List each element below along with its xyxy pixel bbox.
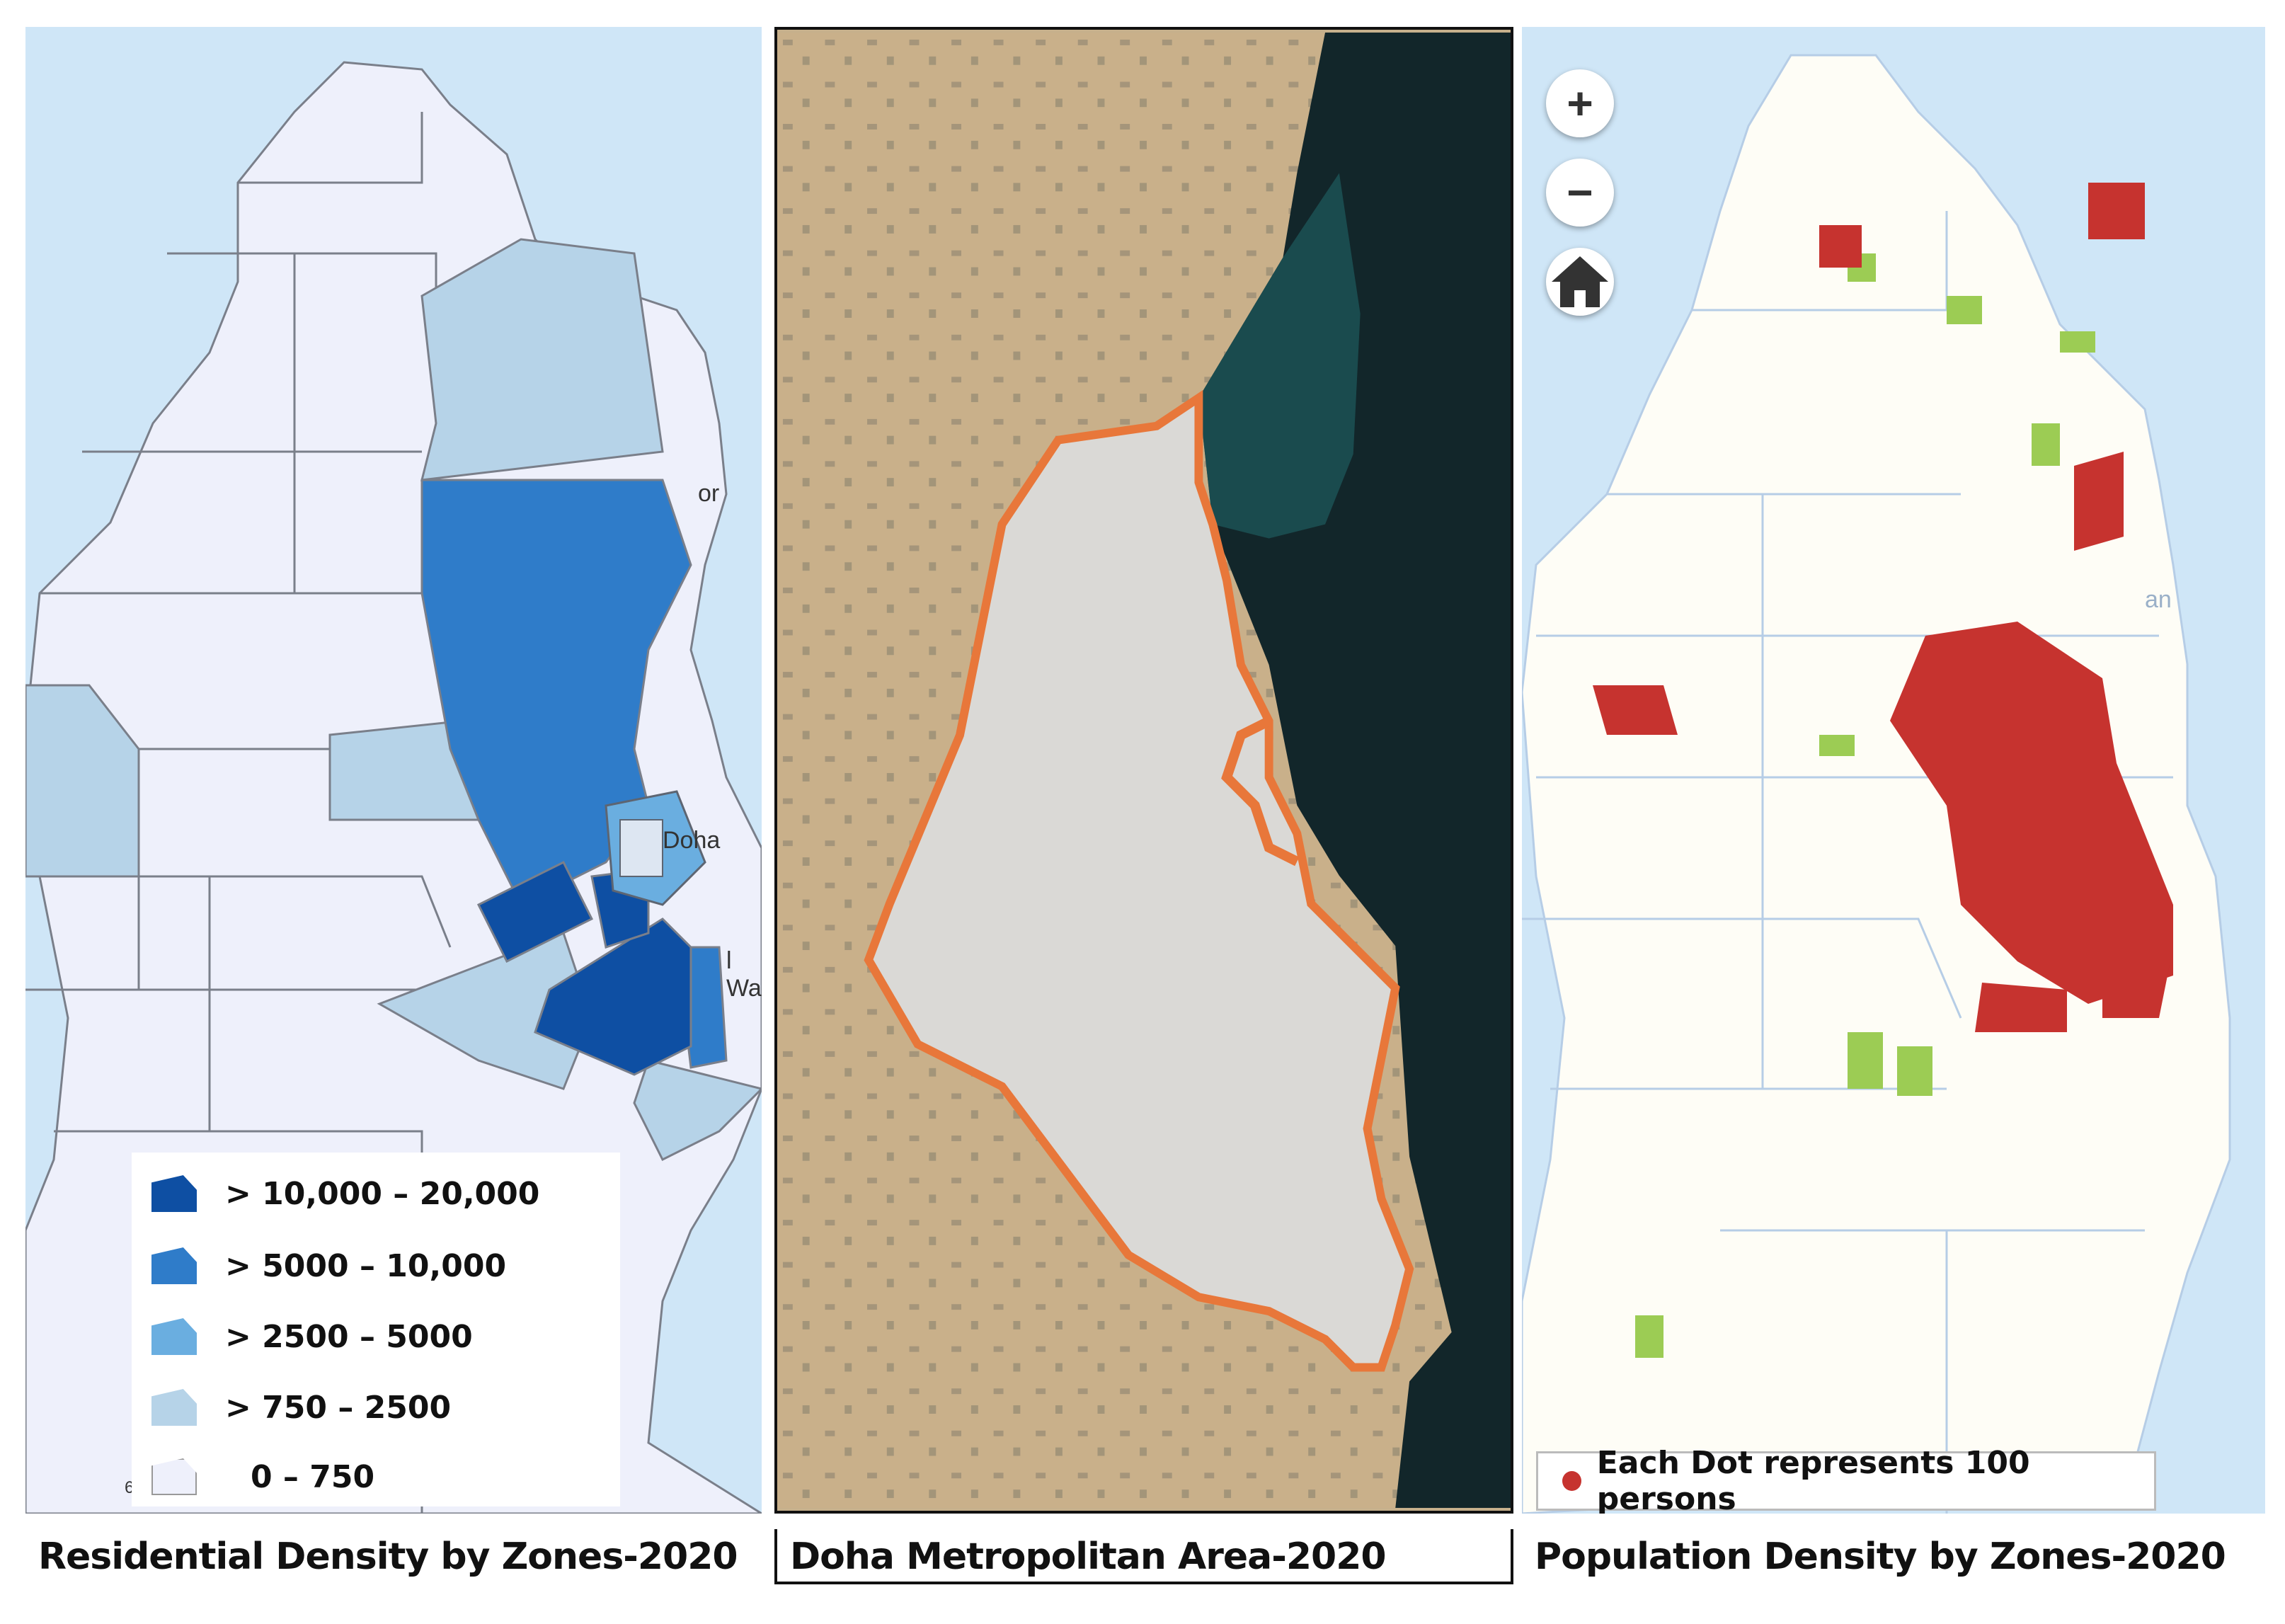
population-map-svg bbox=[1522, 54, 2231, 1514]
legend-swatch-3 bbox=[151, 1318, 197, 1355]
zone-boundaries-right bbox=[1522, 211, 2173, 1514]
zone-750-2500-north bbox=[420, 238, 664, 481]
legend-swatch-1 bbox=[151, 1175, 197, 1212]
legend-row-1: > 10,000 – 20,000 bbox=[151, 1165, 539, 1222]
legend-label-5: 0 – 750 bbox=[251, 1458, 375, 1495]
legend-row-3: > 2500 – 5000 bbox=[151, 1308, 473, 1365]
residential-density-map-svg bbox=[25, 61, 762, 1514]
home-icon bbox=[1552, 256, 1608, 307]
zoom-in-button[interactable]: + bbox=[1546, 69, 1614, 137]
legend-swatch-5 bbox=[151, 1458, 197, 1495]
label-doha: Doha bbox=[663, 827, 721, 854]
legend-label-4: > 750 – 2500 bbox=[225, 1389, 452, 1426]
metro-coastline bbox=[1221, 716, 1300, 867]
population-dots-dense bbox=[1593, 183, 2173, 1032]
doha-metro-satellite-map bbox=[774, 27, 1513, 1514]
satellite-map-svg bbox=[777, 33, 1511, 1508]
zone-city-grid bbox=[619, 819, 663, 877]
shallow-water bbox=[1198, 173, 1361, 539]
metro-area bbox=[864, 389, 1414, 1372]
zoom-out-button[interactable]: − bbox=[1546, 159, 1614, 227]
zone-10000-20000-a bbox=[476, 860, 594, 963]
caption-residential-density: Residential Density by Zones-2020 bbox=[25, 1529, 762, 1584]
label-wakra: l Wa bbox=[726, 947, 762, 1002]
dot-legend-label: Each Dot represents 100 persons bbox=[1596, 1445, 2030, 1514]
legend-label-3: > 2500 – 5000 bbox=[225, 1318, 473, 1355]
population-density-map: + − an Each Dot represents 100 persons bbox=[1522, 27, 2265, 1514]
caption-population-density: Population Density by Zones-2020 bbox=[1522, 1529, 2265, 1584]
caption-doha-metro: Doha Metropolitan Area-2020 bbox=[774, 1529, 1513, 1584]
qatar-land-light bbox=[1522, 54, 2231, 1514]
zone-750-2500-west bbox=[25, 684, 140, 878]
label-khor: or bbox=[698, 480, 720, 507]
legend-swatch-4 bbox=[151, 1389, 197, 1426]
legend-swatch-2 bbox=[151, 1247, 197, 1284]
residential-density-map: Doha l Wa or 615 > 10,000 – 20,000 > 500… bbox=[25, 27, 762, 1514]
zone-750-2500-se bbox=[633, 1059, 762, 1162]
dot-legend: Each Dot represents 100 persons bbox=[1536, 1445, 2156, 1514]
label-partial: an bbox=[2145, 586, 2172, 613]
legend-label-1: > 10,000 – 20,000 bbox=[225, 1175, 540, 1212]
legend-row-5: 0 – 750 bbox=[151, 1448, 374, 1505]
legend-row-2: > 5000 – 10,000 bbox=[151, 1237, 506, 1294]
legend-row-4: > 750 – 2500 bbox=[151, 1379, 451, 1436]
dot-legend-swatch bbox=[1562, 1471, 1581, 1491]
density-legend: > 10,000 – 20,000 > 5000 – 10,000 > 2500… bbox=[132, 1153, 620, 1506]
zone-10000-20000-b bbox=[534, 917, 692, 1076]
legend-label-2: > 5000 – 10,000 bbox=[225, 1247, 507, 1284]
home-button[interactable] bbox=[1546, 248, 1614, 316]
